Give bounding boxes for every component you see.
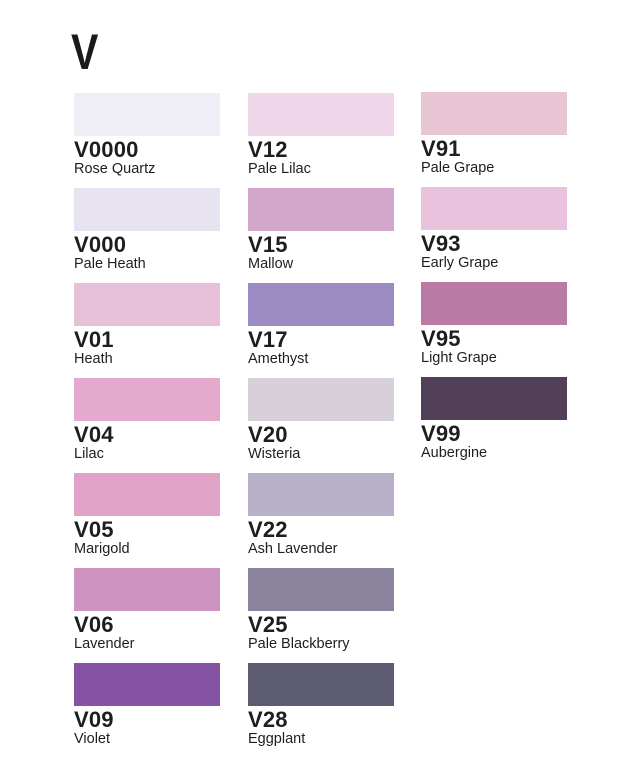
color-code: V09 [74,707,114,732]
color-code: V15 [248,232,288,257]
color-item: V01 Heath [74,283,220,378]
color-name: Early Grape [421,255,499,271]
color-swatch [248,378,394,421]
color-code: V93 [421,231,461,256]
color-code: V0000 [74,137,139,162]
color-item: V95 Light Grape [421,282,567,377]
color-swatch [248,473,394,516]
color-swatch [74,378,220,421]
color-name: Mallow [248,256,294,272]
color-name: Eggplant [248,731,306,747]
color-name: Lavender [74,636,135,652]
color-swatch [74,188,220,231]
color-item: V22 Ash Lavender [248,473,394,568]
color-swatch [74,473,220,516]
color-name: Lilac [74,446,104,462]
color-name: Marigold [74,541,130,557]
color-item: V12 Pale Lilac [248,93,394,188]
color-swatch [248,663,394,706]
color-name: Amethyst [248,351,309,367]
color-code: V05 [74,517,114,542]
color-swatch [421,282,567,325]
color-swatch [248,568,394,611]
color-code: V99 [421,421,461,446]
color-swatch [248,93,394,136]
color-code: V20 [248,422,288,447]
swatch-column-3: V91 Pale Grape V93 Early Grape V95 Light Grap… [421,92,567,472]
color-code: V22 [248,517,288,542]
color-swatch [248,283,394,326]
color-item: V99 Aubergine [421,377,567,472]
color-name: Pale Heath [74,256,146,272]
color-code: V12 [248,137,288,162]
color-swatch [421,377,567,420]
color-code: V95 [421,326,461,351]
color-item: V06 Lavender [74,568,220,663]
color-item: V09 Violet [74,663,220,758]
color-code: V91 [421,136,461,161]
color-code: V25 [248,612,288,637]
color-item: V17 Amethyst [248,283,394,378]
color-item: V25 Pale Blackberry [248,568,394,663]
color-item: V05 Marigold [74,473,220,568]
color-item: V93 Early Grape [421,187,567,282]
color-item: V15 Mallow [248,188,394,283]
color-code: V01 [74,327,114,352]
color-name: Pale Grape [421,160,495,176]
color-name: Violet [74,731,111,747]
color-name: Wisteria [248,446,301,462]
color-name: Ash Lavender [248,541,338,557]
color-name: Rose Quartz [74,161,156,177]
color-item: V0000 Rose Quartz [74,93,220,188]
color-swatch [74,93,220,136]
color-name: Light Grape [421,350,497,366]
color-code: V28 [248,707,288,732]
color-swatch [421,92,567,135]
color-swatch [74,568,220,611]
page-title: V [71,24,99,80]
color-code: V04 [74,422,114,447]
color-name: Pale Blackberry [248,636,350,652]
color-item: V04 Lilac [74,378,220,473]
color-swatch [74,663,220,706]
swatch-column-2: V12 Pale Lilac V15 Mallow V17 Amethyst V20 Wist… [248,93,394,758]
color-swatch [248,188,394,231]
color-name: Pale Lilac [248,161,311,177]
color-code: V000 [74,232,127,257]
color-item: V91 Pale Grape [421,92,567,187]
color-swatch [74,283,220,326]
color-code: V06 [74,612,114,637]
swatch-column-1: V0000 Rose Quartz V000 Pale Heath V01 Heath V0… [74,93,220,758]
color-item: V000 Pale Heath [74,188,220,283]
color-swatch [421,187,567,230]
color-code: V17 [248,327,288,352]
color-item: V28 Eggplant [248,663,394,758]
color-item: V20 Wisteria [248,378,394,473]
color-name: Heath [74,351,113,367]
color-name: Aubergine [421,445,488,461]
